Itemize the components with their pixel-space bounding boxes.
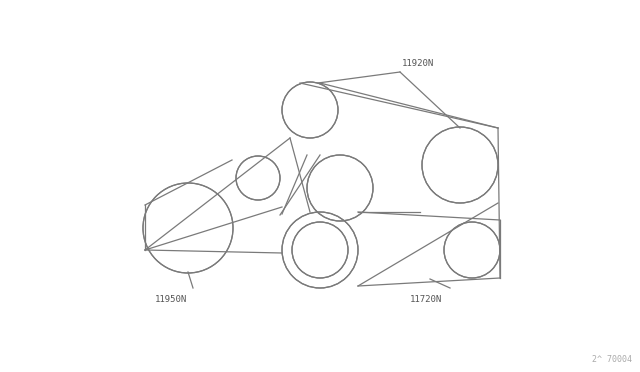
Text: 11720N: 11720N	[410, 295, 442, 304]
Text: 11950N: 11950N	[155, 295, 188, 304]
Text: 11920N: 11920N	[402, 59, 435, 68]
Text: 2^ 70004: 2^ 70004	[592, 355, 632, 364]
